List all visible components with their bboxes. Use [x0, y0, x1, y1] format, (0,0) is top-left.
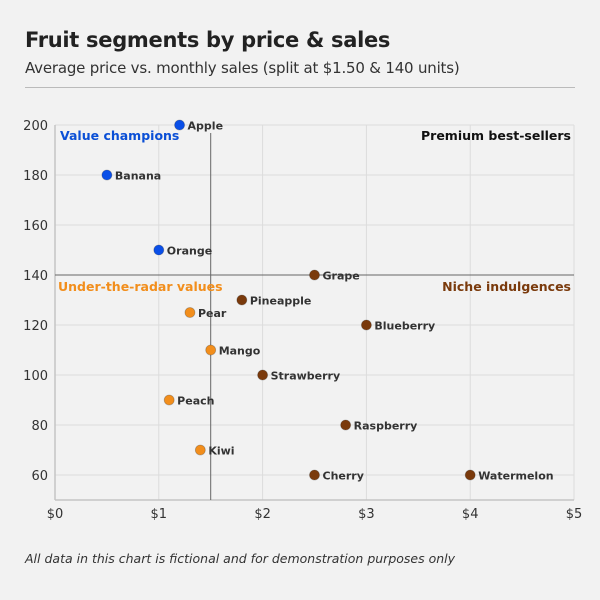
data-label-grape: Grape [323, 270, 360, 283]
data-point-peach [163, 394, 175, 406]
data-label-orange: Orange [167, 245, 212, 258]
data-point-orange [153, 244, 165, 256]
data-label-blueberry: Blueberry [374, 320, 435, 333]
data-point-watermelon [464, 469, 476, 481]
data-point-cherry [309, 469, 320, 481]
data-label-mango: Mango [219, 345, 261, 358]
data-label-raspberry: Raspberry [354, 420, 418, 433]
x-tick-label: $2 [254, 507, 271, 522]
data-label-watermelon: Watermelon [478, 470, 553, 483]
data-label-pear: Pear [198, 307, 227, 320]
data-point-kiwi [194, 444, 206, 456]
data-label-kiwi: Kiwi [208, 445, 234, 458]
chart-subtitle: Average price vs. monthly sales (split a… [25, 59, 460, 77]
data-point-mango [205, 344, 217, 356]
data-label-strawberry: Strawberry [271, 370, 341, 383]
y-tick-label: 60 [31, 469, 48, 484]
y-tick-label: 140 [23, 269, 48, 284]
data-label-banana: Banana [115, 170, 161, 183]
data-point-blueberry [360, 319, 372, 331]
y-tick-label: 80 [31, 419, 48, 434]
y-tick-label: 160 [23, 219, 48, 234]
data-point-apple [174, 119, 185, 131]
x-tick-label: $5 [566, 507, 583, 522]
quadrant-label-bottom-left: Under-the-radar values [58, 279, 223, 294]
data-point-strawberry [257, 369, 269, 381]
quadrant-label-top-right: Premium best-sellers [421, 128, 571, 143]
data-point-grape [309, 269, 320, 281]
x-tick-label: $1 [151, 507, 168, 522]
data-label-pineapple: Pineapple [250, 295, 312, 308]
x-tick-label: $0 [47, 507, 64, 522]
data-label-cherry: Cherry [323, 470, 364, 483]
data-point-pineapple [236, 294, 248, 306]
y-tick-label: 180 [23, 169, 48, 184]
y-tick-label: 100 [23, 369, 48, 384]
y-tick-label: 120 [23, 319, 48, 334]
x-tick-label: $3 [358, 507, 375, 522]
quadrant-label-bottom-right: Niche indulgences [442, 279, 571, 294]
data-label-apple: Apple [188, 120, 224, 133]
quadrant-label-top-left: Value champions [60, 128, 179, 143]
x-tick-label: $4 [462, 507, 479, 522]
y-tick-label: 200 [23, 119, 48, 134]
chart-title: Fruit segments by price & sales [25, 28, 391, 52]
title-divider [25, 87, 575, 88]
data-point-raspberry [340, 419, 352, 431]
footnote: All data in this chart is fictional and … [25, 551, 456, 566]
data-point-banana [101, 169, 113, 181]
data-label-peach: Peach [177, 395, 214, 408]
data-point-pear [184, 307, 196, 318]
